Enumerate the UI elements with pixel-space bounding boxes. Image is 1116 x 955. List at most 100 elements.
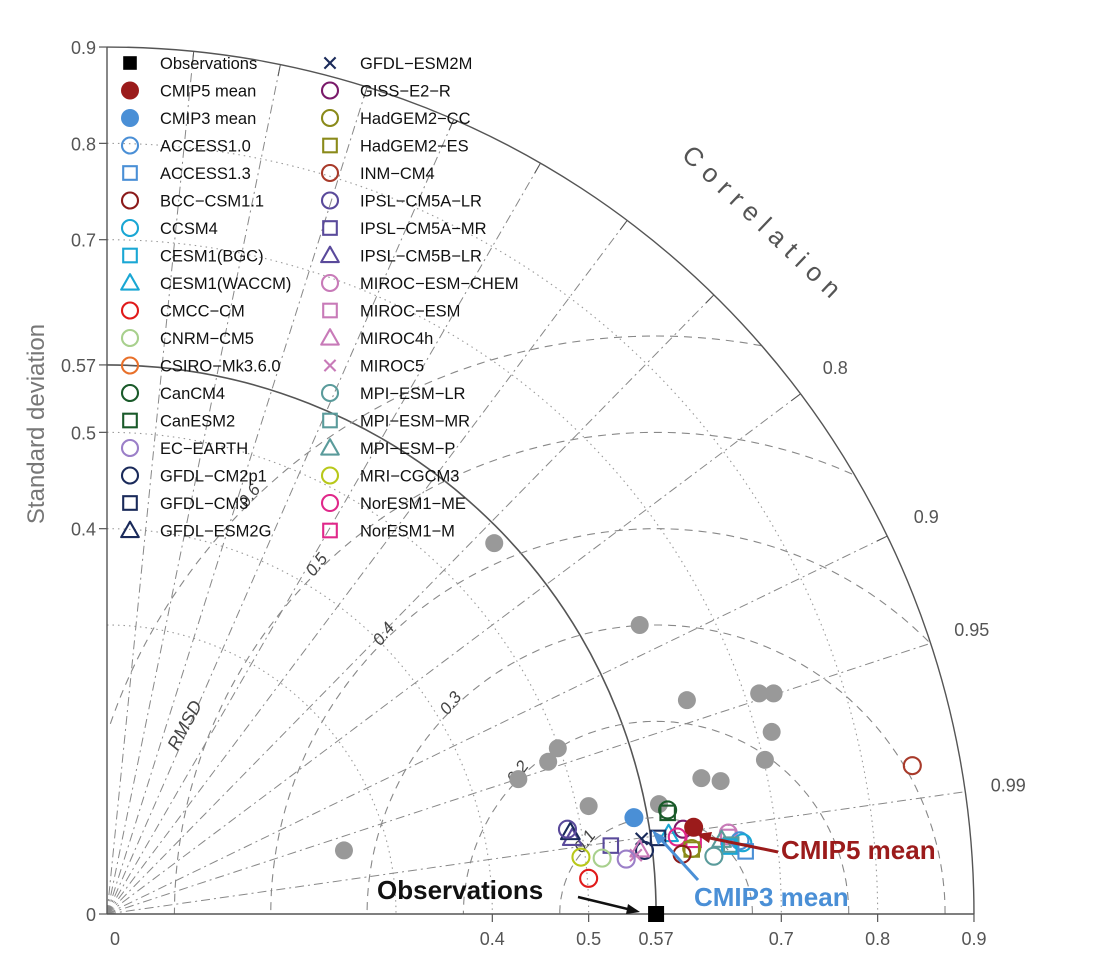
- legend-marker: [320, 273, 340, 293]
- reference-std-arc: [106, 364, 657, 915]
- legend-label: GISS−E2−R: [360, 83, 451, 101]
- legend-entry: MRI−CGCM3: [320, 466, 459, 486]
- model-point: [683, 841, 700, 858]
- legend-marker: [120, 466, 140, 485]
- rmsd-arc: [173, 431, 853, 915]
- legend-marker: [323, 56, 337, 70]
- legend-label: CESM1(BGC): [160, 248, 264, 266]
- legend-entry: EC−EARTH: [120, 438, 248, 458]
- correlation-spoke: [106, 220, 628, 915]
- legend-label: HadGEM2−CC: [360, 110, 471, 128]
- legend-label: NorESM1−M: [360, 523, 455, 541]
- legend-marker: [122, 412, 138, 429]
- std-arc: [106, 142, 879, 915]
- legend-entry: CNRM−CM5: [120, 328, 254, 348]
- legend-entry: HadGEM2−ES: [322, 138, 469, 156]
- rmsd-tick-label: 0.5: [302, 549, 332, 580]
- rmsd-arc: [462, 720, 850, 914]
- legend-label: CMCC−CM: [160, 303, 245, 321]
- rmsd-tick-label: 0.4: [369, 619, 399, 649]
- correlation-tick-label: 0.99: [991, 776, 1026, 796]
- y-tick-label: 0.8: [71, 134, 96, 154]
- rmsd-arc: [270, 528, 929, 914]
- grey-point: [334, 841, 353, 860]
- legend-entry: GFDL−ESM2G: [120, 520, 271, 541]
- legend-label: MRI−CGCM3: [360, 468, 459, 486]
- legend-label: MPI−ESM−LR: [360, 385, 466, 403]
- correlation-spoke: [106, 535, 888, 915]
- legend-marker: [120, 218, 140, 238]
- legend-marker: [121, 109, 139, 127]
- x-tick-label: 0.8: [865, 929, 890, 949]
- model-point: [659, 804, 676, 822]
- mean-point: [624, 808, 644, 828]
- legend-marker: [320, 163, 340, 183]
- cmip3-annotation-label: CMIP3 mean: [694, 882, 849, 912]
- legend-entry: BCC−CSM1.1: [120, 191, 264, 211]
- legend-label: GFDL−CM3: [160, 495, 248, 513]
- correlation-spoke: [106, 294, 715, 915]
- legend-marker: [322, 302, 338, 319]
- model-point: [629, 848, 643, 862]
- legend-marker: [320, 328, 340, 346]
- tick-labels: 0.9 0.8 0.7 0.57 0.5 0.4 00 0.4 0.5 0.57 0.7 0.8 0.9…: [61, 38, 1026, 949]
- grey-point: [764, 684, 783, 703]
- legend-marker: [121, 81, 139, 100]
- legend-label: GFDL−CM2p1: [160, 468, 267, 486]
- legend-entry: IPSL−CM5B−LR: [320, 245, 482, 266]
- y-tick-label: 0.4: [71, 520, 96, 540]
- y-axis-label: Standard deviation: [23, 324, 50, 524]
- correlation-spoke: [106, 642, 931, 915]
- legend-entry: ACCESS1.3: [122, 165, 251, 183]
- legend-marker: [320, 108, 340, 128]
- std-arc: [106, 528, 493, 915]
- legend-entry: NorESM1−M: [322, 523, 455, 541]
- legend-label: IPSL−CM5A−MR: [360, 220, 487, 238]
- legend-marker: [120, 438, 140, 458]
- correlation-spoke: [106, 791, 966, 915]
- legend-entry: GISS−E2−R: [320, 81, 451, 101]
- legend-entry: CMIP3 mean: [121, 109, 256, 128]
- legend-label: CCSM4: [160, 220, 218, 238]
- correlation-tick-mark: [534, 162, 541, 174]
- data-points: [334, 534, 922, 922]
- y-tick-label: 0.5: [71, 423, 96, 443]
- legend-label: EC−EARTH: [160, 440, 248, 458]
- grey-point: [548, 739, 567, 758]
- legend-marker: [120, 328, 140, 348]
- legend-entry: CSIRO−Mk3.6.0: [120, 356, 281, 376]
- legend-marker: [122, 165, 138, 181]
- legend-label: IPSL−CM5A−LR: [360, 193, 482, 211]
- model-point: [602, 837, 620, 854]
- observations-annotation-arrow: [577, 895, 637, 913]
- legend-label: CNRM−CM5: [160, 330, 254, 348]
- legend-marker: [120, 383, 140, 403]
- legend-entry: NorESM1−ME: [320, 493, 466, 513]
- mean-point: [684, 817, 704, 837]
- legend-label: CanCM4: [160, 385, 225, 403]
- model-point: [902, 756, 922, 776]
- legend-entry: MIROC5: [323, 358, 424, 376]
- legend-entry: MPI−ESM−P: [320, 438, 455, 458]
- x-tick-label: 0: [110, 929, 120, 949]
- legend-marker: [320, 493, 340, 513]
- model-point: [571, 847, 591, 867]
- legend-entry: CESM1(BGC): [122, 248, 264, 266]
- model-point: [557, 819, 578, 839]
- grey-point: [755, 750, 774, 769]
- y-tick-label: 0.7: [71, 231, 96, 251]
- y-tick-label: 0: [86, 905, 96, 925]
- cmip3-annotation-arrow: [654, 832, 700, 882]
- correlation-tick-label: 0.95: [954, 620, 989, 640]
- grey-point: [579, 797, 598, 816]
- legend-entry: MPI−ESM−MR: [322, 413, 470, 431]
- y-tick-label: 0.57: [61, 356, 96, 376]
- x-tick-label: 0.57: [639, 929, 674, 949]
- legend-marker: [120, 356, 140, 375]
- x-tick-label: 0.4: [480, 929, 505, 949]
- legend-label: MIROC−ESM: [360, 303, 460, 321]
- cmip5-arrow-head: [696, 832, 712, 843]
- observations-arrow-head: [626, 904, 640, 914]
- legend-entry: CCSM4: [120, 218, 218, 238]
- model-point: [634, 840, 655, 860]
